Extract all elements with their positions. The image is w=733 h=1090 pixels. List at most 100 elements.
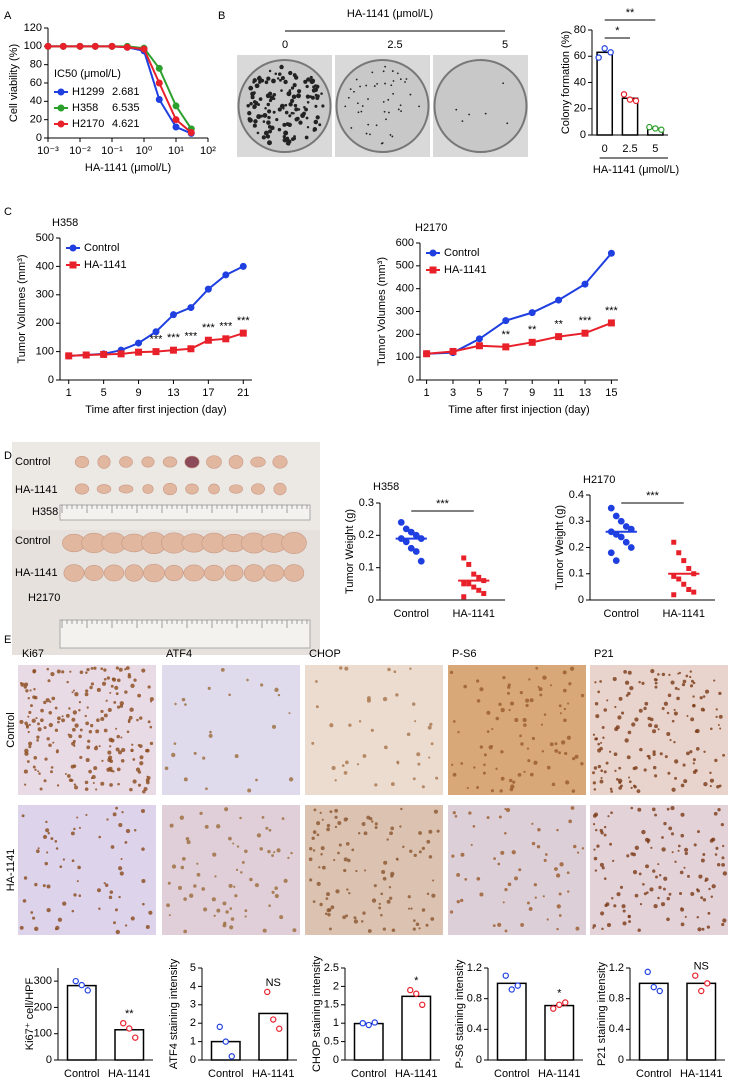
y-axis-label: Tumor Weight (g) bbox=[344, 509, 356, 594]
photo-row-label: H2170 bbox=[28, 592, 60, 604]
x-tick-label: Control bbox=[394, 608, 429, 620]
colony bbox=[275, 117, 279, 122]
ihc-cell bbox=[460, 762, 464, 765]
point bbox=[612, 557, 620, 565]
ihc-cell bbox=[624, 680, 630, 685]
ihc-cell bbox=[43, 779, 47, 783]
ihc-cell bbox=[504, 831, 507, 835]
ihc-cell bbox=[689, 675, 692, 679]
ihc-cell bbox=[85, 813, 88, 816]
ihc-cell bbox=[42, 884, 46, 888]
ihc-cell bbox=[608, 750, 612, 753]
ihc-cell bbox=[686, 715, 689, 718]
ihc-cell bbox=[37, 770, 40, 773]
y-tick-label: 60 bbox=[574, 50, 586, 62]
point bbox=[617, 517, 625, 525]
ihc-cell bbox=[666, 896, 671, 901]
ihc-cell bbox=[666, 711, 670, 715]
colony bbox=[383, 110, 386, 113]
ihc-cell bbox=[667, 771, 671, 775]
ihc-cell bbox=[274, 687, 279, 692]
ihc-cell bbox=[628, 780, 632, 784]
ihc-cell bbox=[23, 769, 28, 774]
ihc-cell bbox=[666, 917, 670, 922]
point bbox=[204, 336, 212, 344]
ihc-cell bbox=[128, 715, 133, 720]
colony bbox=[272, 92, 277, 97]
ihc-cell bbox=[374, 783, 378, 787]
ihc-cell bbox=[407, 907, 411, 910]
ihc-cell bbox=[549, 684, 553, 687]
ihc-cell bbox=[184, 703, 187, 706]
colony bbox=[290, 86, 295, 90]
ihc-cell bbox=[222, 901, 227, 906]
ihc-cell bbox=[148, 910, 153, 915]
x-tick-label: Control bbox=[636, 1068, 671, 1080]
y-tick-label: 1.5 bbox=[324, 999, 339, 1011]
ihc-cell bbox=[722, 918, 727, 923]
colony bbox=[252, 78, 257, 83]
legend-marker bbox=[69, 261, 77, 269]
series-line bbox=[426, 321, 612, 355]
ihc-cell bbox=[697, 830, 700, 834]
ihc-cell bbox=[674, 860, 677, 863]
ihc-cell bbox=[116, 678, 121, 683]
legend-marker bbox=[429, 266, 437, 274]
ihc-cell bbox=[93, 666, 97, 670]
ihc-cell bbox=[599, 828, 603, 833]
colony bbox=[292, 94, 296, 99]
ihc-cell bbox=[174, 702, 177, 706]
ihc-cell bbox=[337, 851, 340, 855]
point bbox=[622, 538, 630, 546]
ihc-cell bbox=[70, 831, 75, 836]
significance: *** bbox=[150, 334, 164, 346]
colony bbox=[309, 79, 315, 85]
ihc-cell bbox=[341, 764, 345, 767]
colony bbox=[380, 142, 383, 145]
ihc-cell bbox=[25, 724, 29, 728]
ihc-image bbox=[162, 805, 300, 935]
ihc-cell bbox=[95, 745, 98, 748]
ihc-cell bbox=[249, 877, 253, 882]
ihc-cell bbox=[312, 900, 316, 903]
ihc-cell bbox=[693, 843, 697, 847]
ihc-cell bbox=[643, 768, 647, 772]
ihc-cell bbox=[670, 680, 675, 685]
colony bbox=[260, 78, 265, 83]
ihc-cell bbox=[673, 708, 676, 711]
ihc-cell bbox=[103, 728, 108, 733]
ihc-cell bbox=[592, 771, 595, 775]
ihc-cell bbox=[488, 745, 493, 750]
ihc-cell bbox=[637, 928, 641, 932]
ihc-cell bbox=[56, 669, 61, 674]
ihc-cell bbox=[654, 813, 658, 817]
ihc-cell bbox=[650, 669, 655, 674]
point bbox=[676, 576, 682, 582]
colony bbox=[253, 119, 258, 124]
ihc-cell bbox=[689, 684, 694, 688]
ihc-cell bbox=[139, 761, 144, 766]
y-tick-label: 0 bbox=[408, 374, 414, 386]
ihc-cell bbox=[715, 708, 718, 711]
ihc-cell bbox=[666, 732, 671, 737]
ihc-cell bbox=[593, 848, 596, 851]
x-tick-label: 10⁻³ bbox=[37, 145, 59, 157]
ihc-cell bbox=[353, 919, 359, 924]
ihc-cell bbox=[71, 717, 76, 722]
ihc-cell bbox=[610, 790, 613, 793]
point bbox=[407, 528, 415, 536]
ruler bbox=[59, 504, 311, 521]
point bbox=[622, 523, 630, 530]
point bbox=[627, 525, 635, 533]
colony bbox=[280, 75, 286, 81]
point bbox=[461, 555, 467, 561]
colony bbox=[254, 83, 260, 89]
ihc-cell bbox=[132, 758, 136, 761]
colony bbox=[264, 80, 269, 85]
y-tick-label: 0.3 bbox=[569, 515, 584, 527]
point bbox=[627, 544, 635, 551]
legend-label: HA-1141 bbox=[84, 259, 127, 271]
ihc-cell bbox=[703, 750, 706, 753]
point bbox=[417, 535, 425, 542]
ihc-cell bbox=[692, 762, 695, 765]
